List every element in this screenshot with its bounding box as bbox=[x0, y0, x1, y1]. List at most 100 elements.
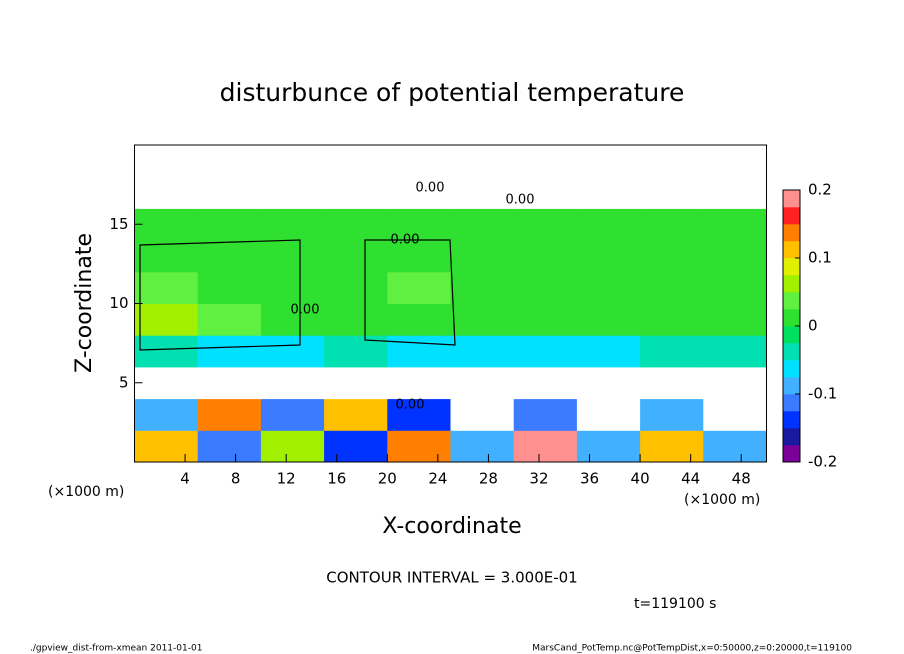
heatmap-cell bbox=[260, 145, 325, 178]
heatmap-cell bbox=[576, 398, 641, 431]
heatmap-cell bbox=[197, 303, 262, 336]
heatmap-cell bbox=[703, 303, 767, 336]
heatmap-cell bbox=[640, 176, 704, 209]
heatmap-cell bbox=[134, 208, 199, 241]
heatmap-cell bbox=[387, 398, 451, 431]
x-tick-label: 24 bbox=[428, 470, 447, 488]
heatmap-cell bbox=[260, 271, 325, 304]
colorbar-swatch bbox=[783, 207, 800, 225]
heatmap-cell bbox=[324, 271, 388, 304]
x-tick-label: 40 bbox=[631, 470, 650, 488]
heatmap-cell bbox=[640, 303, 704, 336]
x-unit: (×1000 m) bbox=[684, 492, 760, 508]
x-axis-label: X-coordinate bbox=[382, 514, 521, 539]
x-tick-label: 48 bbox=[732, 470, 751, 488]
heatmap-cell bbox=[576, 145, 641, 178]
time-label: t=119100 s bbox=[634, 596, 716, 612]
heatmap-cell bbox=[387, 430, 451, 463]
heatmap-cell bbox=[576, 240, 641, 273]
heatmap-cell bbox=[640, 208, 704, 241]
heatmap-cell bbox=[703, 366, 767, 400]
heatmap-cell bbox=[576, 176, 641, 209]
y-axis-label: Z-coordinate bbox=[72, 233, 97, 373]
heatmap-cell bbox=[197, 398, 262, 431]
heatmap-cell bbox=[134, 335, 199, 368]
heatmap-cell bbox=[450, 335, 515, 368]
heatmap-cell bbox=[197, 430, 262, 463]
colorbar-swatch bbox=[783, 326, 800, 344]
heatmap-cell bbox=[703, 176, 767, 209]
heatmap-cell bbox=[576, 335, 641, 368]
heatmap-cell bbox=[324, 176, 388, 209]
colorbar-swatch bbox=[783, 224, 800, 242]
heatmap-cell bbox=[197, 208, 262, 241]
heatmap-cell bbox=[197, 335, 262, 368]
heatmap-cell bbox=[703, 208, 767, 241]
heatmap-cell bbox=[134, 240, 199, 273]
contour-label: 0.00 bbox=[416, 181, 445, 196]
contour-label: 0.00 bbox=[396, 398, 425, 413]
heatmap-cell bbox=[513, 271, 578, 304]
colorbar-swatch bbox=[783, 190, 800, 208]
heatmap-cell bbox=[260, 176, 325, 209]
heatmap-cell bbox=[197, 366, 262, 400]
heatmap-cell bbox=[513, 240, 578, 273]
heatmap-cell bbox=[703, 335, 767, 368]
y-tick-label: 5 bbox=[119, 373, 129, 391]
chart-title: disturbunce of potential temperature bbox=[220, 78, 685, 107]
heatmap-cell bbox=[450, 303, 515, 336]
colorbar-tick-label: -0.2 bbox=[808, 453, 837, 471]
heatmap-cell bbox=[513, 335, 578, 368]
colorbar-swatch bbox=[783, 411, 800, 429]
contour-label: 0.00 bbox=[291, 303, 320, 318]
colorbar-tick-label: 0 bbox=[808, 317, 818, 335]
footer: ./gpview_dist-from-xmean 2011-01-01 bbox=[30, 644, 202, 654]
heatmap-cell bbox=[576, 208, 641, 241]
colorbar-tick-label: 0.1 bbox=[808, 249, 832, 267]
colorbar-swatch bbox=[783, 343, 800, 361]
footer: MarsCand_PotTemp.nc@PotTempDist,x=0:5000… bbox=[532, 644, 852, 654]
heatmap-cell bbox=[260, 398, 325, 431]
heatmap-cell bbox=[513, 398, 578, 431]
heatmap-cell bbox=[450, 208, 515, 241]
y-tick-label: 15 bbox=[109, 215, 128, 233]
heatmap-cell bbox=[703, 398, 767, 431]
x-tick-label: 28 bbox=[479, 470, 498, 488]
heatmap-cell bbox=[387, 303, 451, 336]
heatmap-cell bbox=[324, 240, 388, 273]
heatmap-cell bbox=[576, 366, 641, 400]
colorbar-swatch bbox=[783, 360, 800, 378]
colorbar-swatch bbox=[783, 258, 800, 276]
heatmap-cell bbox=[134, 176, 199, 209]
heatmap-cell bbox=[640, 366, 704, 400]
heatmap-cell bbox=[134, 303, 199, 336]
heatmap-cell bbox=[450, 240, 515, 273]
heatmap-cell bbox=[260, 208, 325, 241]
heatmap-cell bbox=[324, 145, 388, 178]
heatmap-cell bbox=[260, 240, 325, 273]
heatmap-cell bbox=[324, 208, 388, 241]
colorbar-swatch bbox=[783, 377, 800, 395]
heatmap-cell bbox=[324, 335, 388, 368]
heatmap-cell bbox=[576, 271, 641, 304]
colorbar-swatch bbox=[783, 428, 800, 446]
heatmap-cell bbox=[450, 145, 515, 178]
colorbar-swatch bbox=[783, 445, 800, 463]
colorbar-swatch bbox=[783, 292, 800, 310]
heatmap-cell bbox=[640, 430, 704, 463]
heatmap-cell bbox=[513, 145, 578, 178]
x-tick-label: 36 bbox=[580, 470, 599, 488]
heatmap-cell bbox=[197, 176, 262, 209]
colorbar-tick-label: 0.2 bbox=[808, 181, 832, 199]
heatmap-cell bbox=[134, 430, 199, 463]
heatmap-cell bbox=[640, 145, 704, 178]
heatmap-cell bbox=[450, 271, 515, 304]
heatmap-cell bbox=[703, 430, 767, 463]
heatmap-cell bbox=[640, 398, 704, 431]
heatmap-cell bbox=[324, 398, 388, 431]
heatmap-cell bbox=[324, 303, 388, 336]
heatmap-cell bbox=[703, 240, 767, 273]
heatmap-cell bbox=[324, 430, 388, 463]
heatmap-cell bbox=[387, 240, 451, 273]
heatmap-cell bbox=[260, 335, 325, 368]
